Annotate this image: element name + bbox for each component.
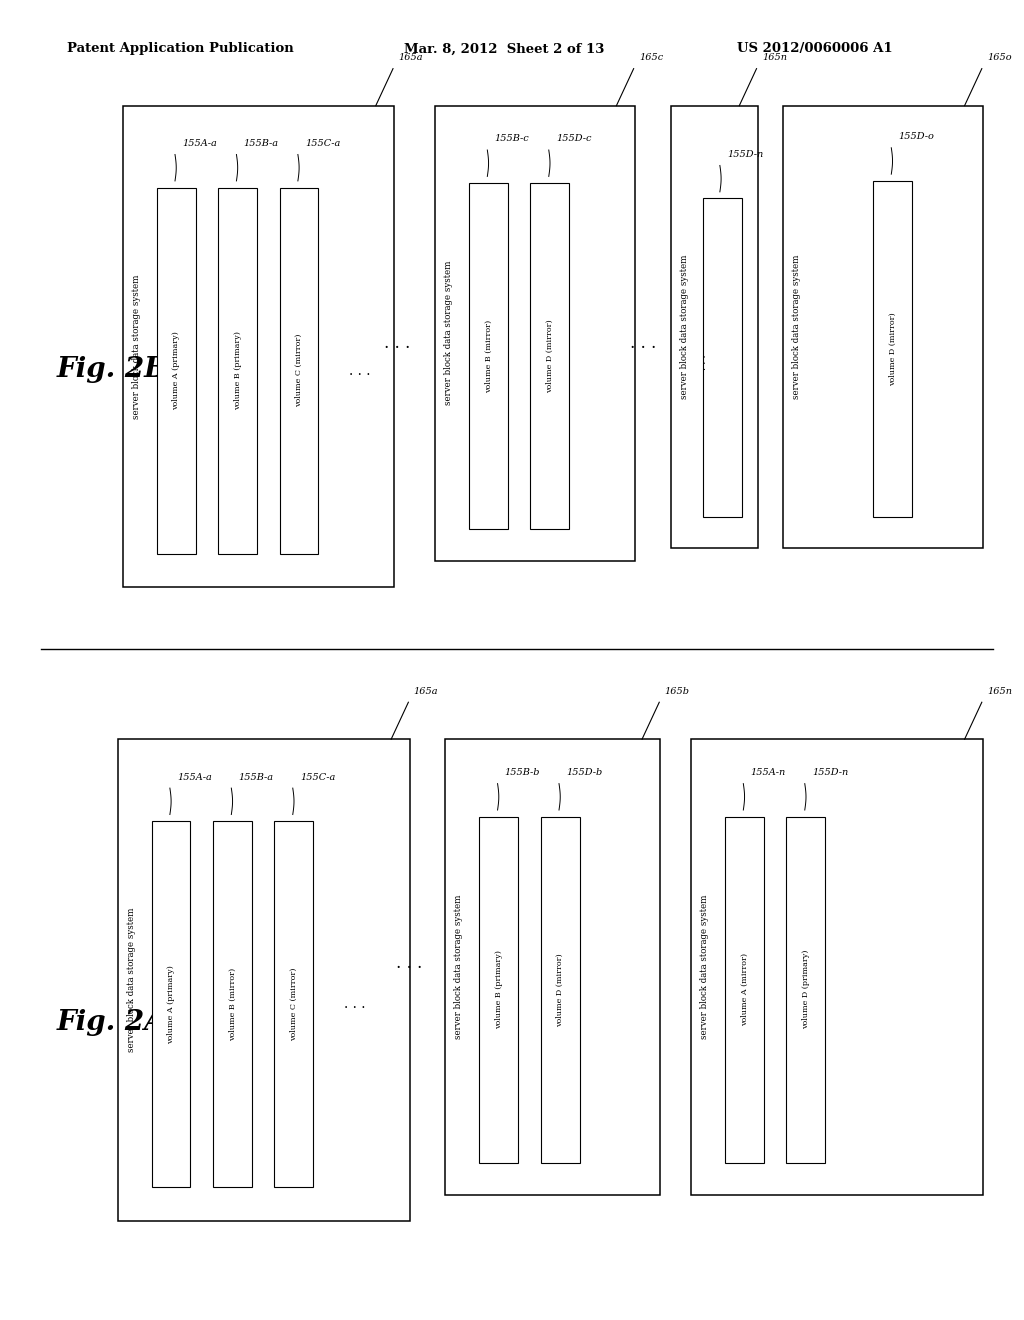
- Text: 155A-n: 155A-n: [751, 768, 785, 777]
- Text: 155A-a: 155A-a: [177, 772, 212, 781]
- Text: volume B (mirror): volume B (mirror): [228, 968, 237, 1040]
- Text: volume B (primary): volume B (primary): [233, 331, 242, 411]
- Text: volume A (mirror): volume A (mirror): [740, 953, 749, 1026]
- Text: . . .: . . .: [344, 997, 366, 1011]
- Text: Patent Application Publication: Patent Application Publication: [67, 42, 293, 55]
- Text: 155A-a: 155A-a: [182, 139, 217, 148]
- Text: 165a: 165a: [414, 686, 438, 696]
- Text: volume B (mirror): volume B (mirror): [484, 319, 493, 392]
- Text: 155C-a: 155C-a: [305, 139, 340, 148]
- Bar: [274, 821, 313, 1187]
- Bar: [671, 106, 758, 548]
- Text: server block data storage system: server block data storage system: [455, 895, 463, 1039]
- Text: 155D-c: 155D-c: [556, 135, 592, 144]
- Bar: [786, 817, 825, 1163]
- Text: server block data storage system: server block data storage system: [127, 908, 135, 1052]
- Text: . . .: . . .: [630, 335, 656, 351]
- Text: US 2012/0060006 A1: US 2012/0060006 A1: [737, 42, 893, 55]
- Text: 165b: 165b: [665, 686, 689, 696]
- Text: server block data storage system: server block data storage system: [132, 275, 140, 418]
- Bar: [213, 821, 252, 1187]
- Bar: [445, 739, 660, 1195]
- Text: . . .: . . .: [349, 363, 371, 378]
- Bar: [218, 187, 257, 553]
- Bar: [541, 817, 580, 1163]
- Text: volume A (primary): volume A (primary): [172, 331, 180, 411]
- Bar: [691, 739, 983, 1195]
- Bar: [703, 198, 742, 517]
- Text: Fig. 2A: Fig. 2A: [56, 1010, 166, 1036]
- Text: 155D-n: 155D-n: [812, 768, 848, 777]
- Text: 155B-a: 155B-a: [239, 772, 273, 781]
- Text: 155D-o: 155D-o: [898, 132, 934, 141]
- Bar: [783, 106, 983, 548]
- Bar: [479, 817, 518, 1163]
- Bar: [123, 106, 394, 587]
- Text: volume C (mirror): volume C (mirror): [290, 968, 298, 1041]
- Text: 155D-b: 155D-b: [566, 768, 602, 777]
- Text: 155B-a: 155B-a: [244, 139, 279, 148]
- Text: volume D (mirror): volume D (mirror): [556, 953, 564, 1027]
- Text: volume B (primary): volume B (primary): [495, 950, 503, 1030]
- Bar: [872, 181, 912, 517]
- Text: 165o: 165o: [987, 53, 1012, 62]
- Text: 165a: 165a: [398, 53, 423, 62]
- Text: volume D (primary): volume D (primary): [802, 950, 810, 1030]
- Text: server block data storage system: server block data storage system: [793, 255, 801, 399]
- Text: volume D (mirror): volume D (mirror): [546, 319, 554, 393]
- Text: server block data storage system: server block data storage system: [680, 255, 688, 399]
- Text: . . .: . . .: [699, 354, 708, 370]
- Text: 155B-b: 155B-b: [505, 768, 541, 777]
- Text: volume C (mirror): volume C (mirror): [295, 334, 303, 408]
- Bar: [435, 106, 635, 561]
- Text: Fig. 2B: Fig. 2B: [56, 356, 168, 383]
- Text: volume D (mirror): volume D (mirror): [889, 312, 896, 385]
- Text: server block data storage system: server block data storage system: [444, 261, 453, 405]
- Bar: [118, 739, 410, 1221]
- Bar: [469, 183, 508, 529]
- Text: 155B-c: 155B-c: [495, 135, 529, 144]
- Bar: [530, 183, 569, 529]
- Bar: [280, 187, 318, 553]
- Bar: [725, 817, 764, 1163]
- Text: 165c: 165c: [639, 53, 664, 62]
- Text: 165n: 165n: [987, 686, 1012, 696]
- Text: Mar. 8, 2012  Sheet 2 of 13: Mar. 8, 2012 Sheet 2 of 13: [404, 42, 605, 55]
- Bar: [157, 187, 196, 553]
- Text: volume A (primary): volume A (primary): [167, 965, 175, 1044]
- Text: 155C-a: 155C-a: [300, 772, 335, 781]
- Text: . . .: . . .: [384, 335, 411, 351]
- Text: 155D-n: 155D-n: [727, 150, 763, 158]
- Text: server block data storage system: server block data storage system: [700, 895, 709, 1039]
- Bar: [152, 821, 190, 1187]
- Text: 165n: 165n: [762, 53, 786, 62]
- Text: . . .: . . .: [396, 956, 423, 972]
